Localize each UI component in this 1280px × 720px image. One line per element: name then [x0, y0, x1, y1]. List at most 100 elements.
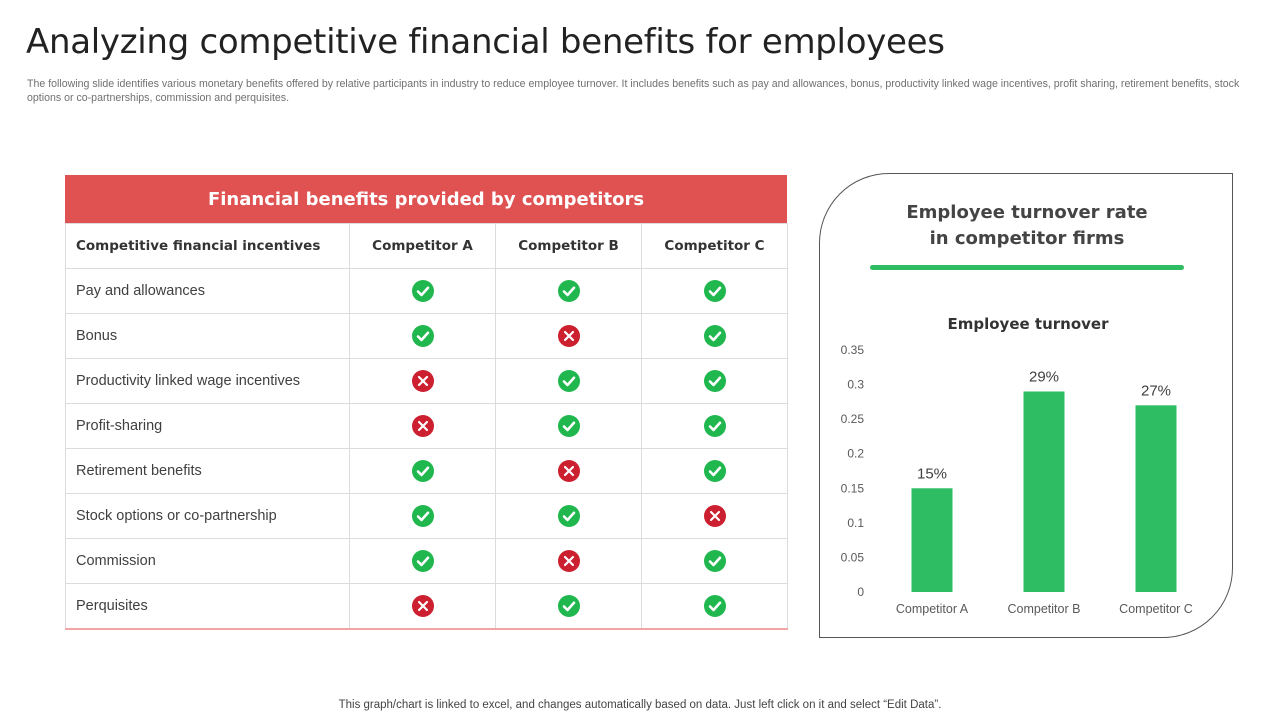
mark-cell: [495, 448, 642, 494]
cross-icon: [557, 550, 580, 572]
table-row: Pay and allowances: [65, 268, 788, 314]
column-header: Competitor B: [495, 223, 642, 269]
row-label: Pay and allowances: [65, 268, 350, 314]
panel-title: Employee turnover rate in competitor fir…: [820, 200, 1234, 252]
mark-cell: [641, 448, 788, 494]
check-icon: [703, 280, 726, 302]
y-tick-label: 0.3: [847, 378, 864, 392]
check-icon: [703, 460, 726, 482]
cross-icon: [411, 415, 434, 437]
table-header: Financial benefits provided by competito…: [65, 175, 787, 223]
row-label: Stock options or co-partnership: [65, 493, 350, 539]
y-tick-label: 0.15: [841, 481, 865, 495]
panel-title-line: in competitor firms: [929, 228, 1125, 249]
mark-cell: [641, 583, 788, 630]
mark-cell: [495, 583, 642, 630]
mark-cell: [349, 538, 496, 584]
table-header-row: Competitive financial incentives Competi…: [65, 223, 788, 269]
x-tick-label: Competitor C: [1119, 602, 1193, 616]
benefits-table-card: Financial benefits provided by competito…: [65, 175, 788, 630]
check-icon: [411, 460, 434, 482]
bar[interactable]: [1023, 391, 1065, 592]
check-icon: [703, 594, 726, 617]
row-label: Productivity linked wage incentives: [65, 358, 350, 404]
table-row: Perquisites: [65, 583, 788, 630]
mark-cell: [495, 358, 642, 404]
check-icon: [411, 280, 434, 302]
check-icon: [703, 325, 726, 347]
turnover-panel: Employee turnover rate in competitor fir…: [819, 173, 1233, 638]
mark-cell: [495, 403, 642, 449]
data-label: 15%: [917, 465, 947, 482]
column-header: Competitive financial incentives: [65, 223, 350, 269]
mark-cell: [349, 493, 496, 539]
mark-cell: [641, 268, 788, 314]
mark-cell: [641, 403, 788, 449]
table-row: Bonus: [65, 313, 788, 359]
y-tick-label: 0.05: [841, 550, 865, 564]
x-axis: Competitor A Competitor B Competitor C: [896, 602, 1193, 616]
table-row: Commission: [65, 538, 788, 584]
mark-cell: [641, 358, 788, 404]
row-label: Bonus: [65, 313, 350, 359]
cross-icon: [557, 325, 580, 347]
cross-icon: [703, 505, 726, 527]
footer-note: This graph/chart is linked to excel, and…: [338, 699, 942, 711]
data-label: 29%: [1029, 368, 1059, 385]
y-tick-label: 0: [857, 585, 864, 599]
y-tick-label: 0.25: [841, 412, 865, 426]
check-icon: [557, 280, 580, 302]
mark-cell: [495, 313, 642, 359]
table-row: Retirement benefits: [65, 448, 788, 494]
panel-divider: [870, 265, 1184, 270]
check-icon: [557, 505, 580, 527]
x-tick-label: Competitor A: [896, 602, 969, 616]
page-title: Analyzing competitive financial benefits…: [26, 22, 945, 62]
x-tick-label: Competitor B: [1008, 602, 1081, 616]
check-icon: [703, 550, 726, 572]
check-icon: [703, 415, 726, 437]
mark-cell: [349, 268, 496, 314]
mark-cell: [641, 313, 788, 359]
cross-icon: [411, 370, 434, 392]
y-axis: 0 0.05 0.1 0.15 0.2 0.25 0.3 0.35: [841, 343, 865, 599]
chart-title: Employee turnover: [948, 315, 1110, 333]
row-label: Profit-sharing: [65, 403, 350, 449]
check-icon: [557, 415, 580, 437]
mark-cell: [495, 538, 642, 584]
bar[interactable]: [1135, 405, 1177, 592]
mark-cell: [349, 358, 496, 404]
mark-cell: [641, 493, 788, 539]
mark-cell: [495, 268, 642, 314]
mark-cell: [641, 538, 788, 584]
y-tick-label: 0.1: [847, 516, 864, 530]
check-icon: [557, 370, 580, 392]
y-tick-label: 0.2: [847, 447, 864, 461]
table-row: Profit-sharing: [65, 403, 788, 449]
column-header: Competitor C: [641, 223, 788, 269]
page-subtitle: The following slide identifies various m…: [27, 78, 1240, 104]
table-row: Productivity linked wage incentives: [65, 358, 788, 404]
mark-cell: [349, 313, 496, 359]
mark-cell: [495, 493, 642, 539]
row-label: Commission: [65, 538, 350, 584]
row-label: Retirement benefits: [65, 448, 350, 494]
check-icon: [557, 594, 580, 617]
data-label: 27%: [1141, 382, 1171, 399]
check-icon: [411, 550, 434, 572]
row-label: Perquisites: [65, 583, 350, 630]
benefits-table: Competitive financial incentives Competi…: [65, 223, 788, 630]
turnover-chart[interactable]: Employee turnover 0 0.05 0.1 0.15 0.2 0.25 0.3…: [820, 174, 1234, 639]
mark-cell: [349, 403, 496, 449]
bar-series: 15% 29% 27%: [911, 368, 1177, 592]
bar[interactable]: [911, 488, 953, 592]
column-header: Competitor A: [349, 223, 496, 269]
mark-cell: [349, 448, 496, 494]
cross-icon: [411, 594, 434, 617]
check-icon: [411, 505, 434, 527]
panel-title-line: Employee turnover rate: [906, 202, 1148, 223]
table-row: Stock options or co-partnership: [65, 493, 788, 539]
check-icon: [703, 370, 726, 392]
mark-cell: [349, 583, 496, 630]
y-tick-label: 0.35: [841, 343, 865, 357]
